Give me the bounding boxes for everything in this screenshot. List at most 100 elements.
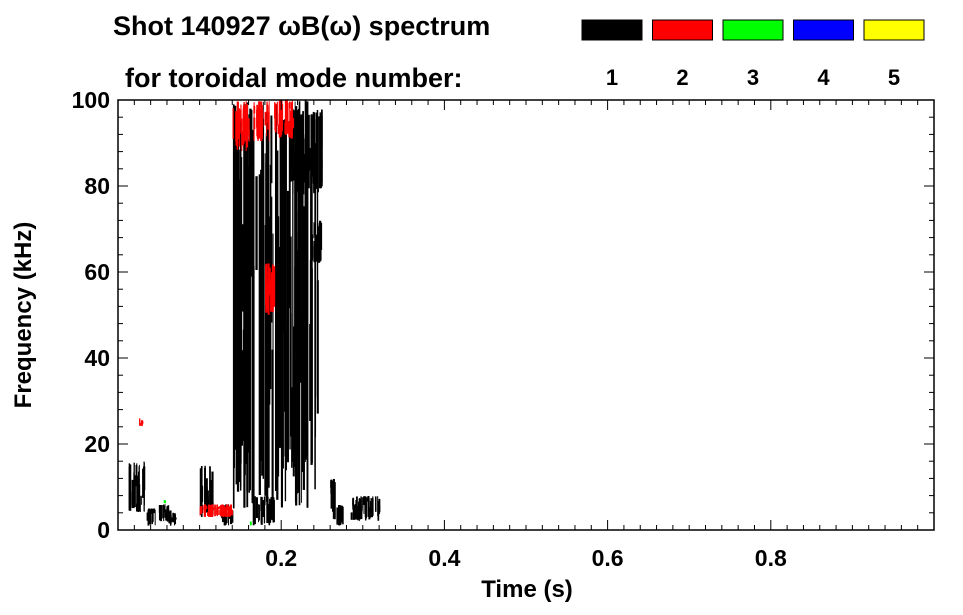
spectrum-streak [368,497,370,517]
spectrum-streak [272,496,274,503]
spectrum-streak [146,512,149,521]
spectrum-streak [314,165,316,490]
spectrum-streak [268,505,270,526]
spectrum-streak [162,505,164,519]
legend-swatch-2 [652,19,713,41]
spectrum-streak [319,220,322,262]
spectrum-streak [241,118,243,152]
spectrum-streak [281,122,283,130]
spectrum-streak [276,101,278,126]
spectrum-streak [266,504,268,517]
spectrum-streak [268,101,270,141]
spectrum-streak [378,498,380,515]
spectrum-streak [171,517,174,522]
spectrum-streak [316,109,319,398]
spectrum-streak [216,504,218,508]
spectrum-streak [153,508,156,514]
spectrum-streak [357,510,359,521]
spectrum-streak [252,495,255,526]
spectrum-streak [210,508,212,517]
spectrum-streak [276,286,278,404]
spectrum-streak [240,157,243,411]
spectrum-streak [269,284,272,293]
spectrum-streak [358,498,362,518]
spectrum-streak [239,149,242,384]
spectrum-streak [264,111,267,126]
spectrum-streak [313,112,315,192]
spectrum-streak [147,508,150,515]
spectrum-streak [151,519,153,525]
spectrum-streak [372,496,374,507]
spectrum-streak [286,190,289,463]
spectrum-streak [330,480,333,488]
spectrum-streak [352,504,355,520]
spectrum-streak [236,110,240,492]
spectrum-streak [291,120,294,182]
legend-label-2: 2 [676,65,688,90]
spectrum-streak [128,463,131,511]
spectrum-streak [163,504,165,522]
spectrum-streak [207,512,209,516]
spectrum-streak [139,418,141,426]
spectrum-streak [296,109,299,141]
spectrum-streak [241,131,244,146]
spectrum-streak [270,115,273,184]
spectrum-streak [211,486,214,503]
spectrum-streak [209,466,211,517]
spectrum-streak [233,143,235,469]
spectrum-streak [295,106,298,506]
spectrum-streak [223,506,226,517]
spectrum-streak [164,509,167,518]
spectrum-streak [256,498,258,514]
spectrum-streak [313,223,316,236]
spectrum-streak [245,146,247,455]
spectrum-streak [281,115,283,445]
legend-swatch-3 [722,19,784,41]
spectrum-streak [301,119,304,178]
spectrum-streak [253,102,255,141]
spectrum-streak [363,498,365,514]
spectrum-streak [279,111,281,354]
legend-swatch-1 [581,19,643,41]
spectrum-streak [357,501,359,521]
spectrum-streak [258,174,261,496]
spectrum-streak [361,497,363,512]
spectrum-streak [366,497,369,502]
y-tick-label: 40 [84,345,110,371]
spectrum-streak [164,504,166,512]
spectrum-streak [266,498,269,508]
spectrum-streak [131,491,133,506]
spectrum-streak [260,101,263,142]
spectrum-streak [310,115,313,465]
spectrum-streak [270,196,273,323]
spectrum-streak [316,280,319,414]
spectrum-streak [301,125,304,473]
spectrum-streak [246,342,249,492]
spectrum-streak [278,100,281,138]
spectrum-streak [253,510,255,524]
spectrum-streak [277,124,280,134]
spectrum-streak [370,507,374,518]
spectrum-streak [248,186,251,491]
spectrum-streak [368,507,371,520]
spectrum-streak [238,101,239,140]
spectrum-streak [261,343,264,434]
spectrum-streak [261,135,263,476]
spectrum-streak [158,505,162,513]
spectrum-streak [229,504,232,513]
spectrum-streak [201,466,203,516]
spectrum-streak [309,324,311,421]
spectrum-streak [352,497,355,510]
spectrum-streak [333,482,336,520]
spectrum-streak [315,112,318,186]
spectrum-streak [200,506,203,515]
spectrum-streak [291,117,295,129]
spectrum-streak [256,104,259,137]
spectrum-streak [291,387,293,468]
spectrum-streak [163,500,167,503]
spectrum-streak [284,113,287,501]
spectrum-streak [341,514,344,521]
spectrum-streak [355,500,357,520]
spectrum-streak [238,109,241,122]
spectrum-streak [267,506,269,516]
